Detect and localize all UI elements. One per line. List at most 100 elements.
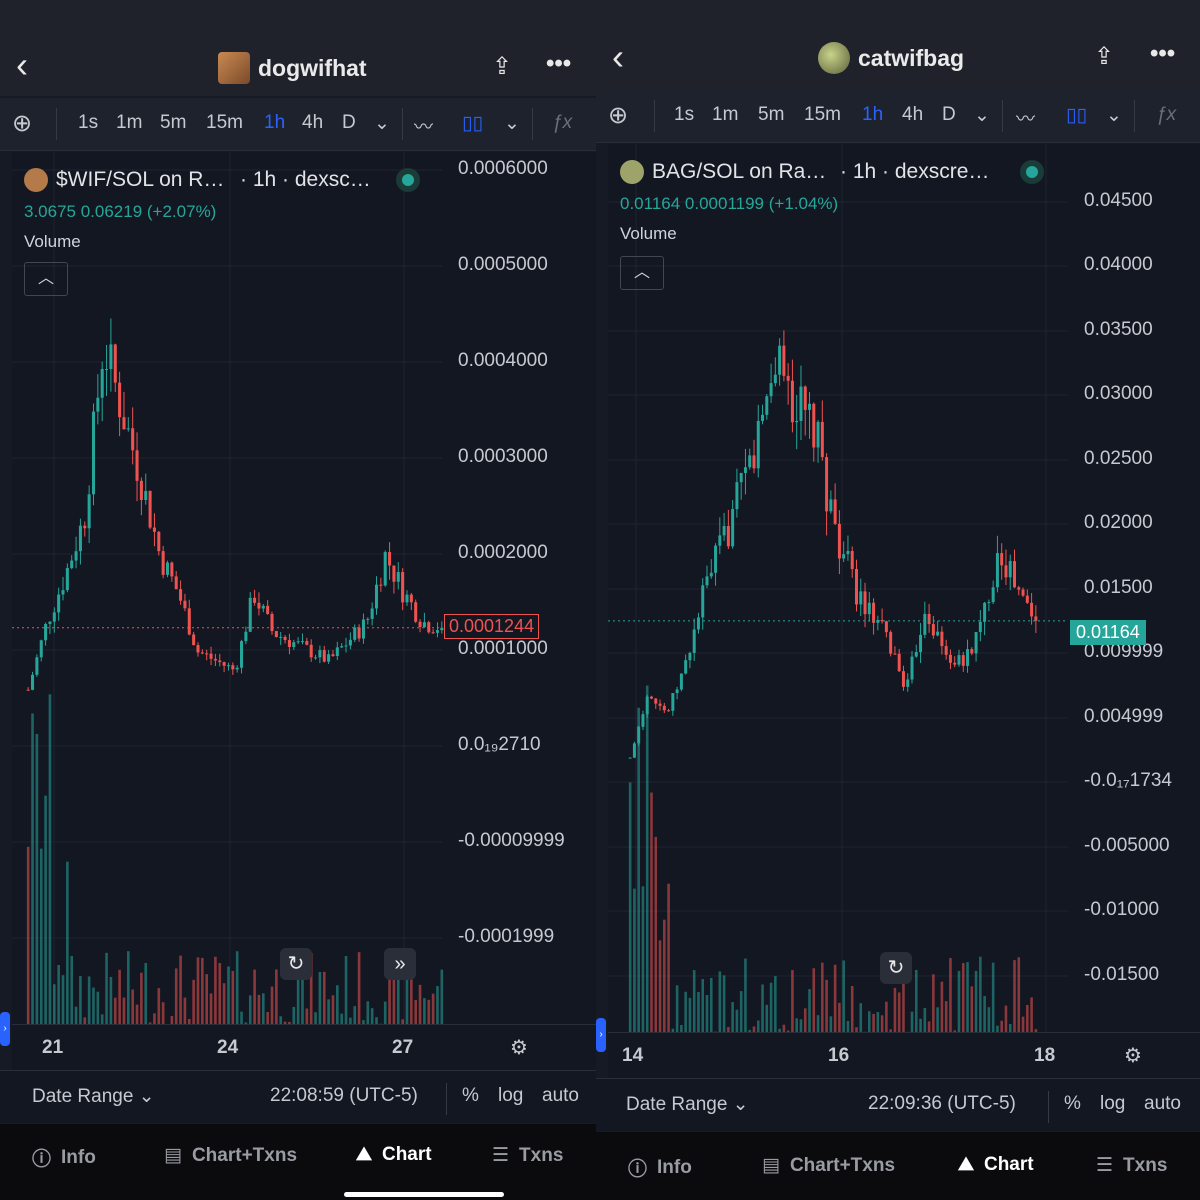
line-chart-icon[interactable]: 〰 bbox=[414, 117, 434, 138]
tf-D[interactable]: D bbox=[942, 104, 956, 125]
volume-bar bbox=[885, 1001, 888, 1032]
more-icon[interactable]: ••• bbox=[546, 50, 572, 77]
time-display: 22:09:36 (UTC-5) bbox=[868, 1093, 1016, 1114]
candle bbox=[641, 714, 645, 727]
right-chart[interactable]: BAG/SOL on Ra… · 1h · dexscre… 0.01164 0… bbox=[608, 144, 1200, 1032]
tf-15m[interactable]: 15m bbox=[206, 112, 243, 133]
volume-bar bbox=[179, 955, 182, 1024]
candle bbox=[370, 608, 374, 619]
left-chart-toolbar: ⊕ 1s 1m 5m 15m 1h 4h D ⌄ 〰 ▯▯ ⌄ ƒx bbox=[0, 98, 596, 151]
candle bbox=[808, 403, 812, 410]
line-chart-icon[interactable]: 〰 bbox=[1016, 109, 1036, 130]
nav-chart-txns[interactable]: ▤ Chart+Txns bbox=[762, 1154, 896, 1177]
volume-bar bbox=[270, 986, 274, 1024]
date-tick: 18 bbox=[1034, 1045, 1056, 1066]
candles-icon[interactable]: ▯▯ bbox=[462, 113, 483, 134]
scroll-to-realtime-button[interactable]: » bbox=[384, 948, 416, 980]
auto-toggle[interactable]: auto bbox=[542, 1085, 579, 1106]
volume-bar bbox=[957, 970, 961, 1032]
date-range-dropdown[interactable]: Date Range ⌄ bbox=[32, 1086, 155, 1107]
nav-info[interactable]: ⓘ Info bbox=[628, 1154, 692, 1181]
log-toggle[interactable]: log bbox=[1100, 1093, 1126, 1114]
back-icon[interactable]: ‹ bbox=[16, 44, 28, 85]
tf-5m[interactable]: 5m bbox=[758, 104, 785, 125]
price-tick: 0.0001000 bbox=[458, 638, 548, 659]
collapse-legend-button[interactable]: ︿ bbox=[24, 262, 68, 296]
tf-D[interactable]: D bbox=[342, 112, 356, 133]
candle bbox=[701, 585, 705, 618]
timeframe-dropdown-icon[interactable]: ⌄ bbox=[974, 105, 990, 126]
candle bbox=[786, 375, 790, 381]
chart-settings-icon[interactable]: ⚙ bbox=[1124, 1045, 1142, 1067]
function-icon[interactable]: ƒx bbox=[552, 112, 573, 133]
candle bbox=[113, 344, 117, 383]
date-range-dropdown[interactable]: Date Range ⌄ bbox=[626, 1094, 749, 1115]
share-icon[interactable]: ⇪ bbox=[1094, 43, 1115, 70]
volume-bar bbox=[650, 792, 653, 1032]
log-toggle[interactable]: log bbox=[498, 1085, 524, 1106]
candle bbox=[200, 652, 204, 654]
tf-1s[interactable]: 1s bbox=[78, 112, 99, 133]
volume-bar bbox=[31, 713, 34, 1024]
reset-chart-button[interactable]: ↻ bbox=[880, 952, 912, 984]
nav-chart[interactable]: ⛰ Chart bbox=[958, 1154, 1034, 1175]
collapse-legend-button[interactable]: ︿ bbox=[620, 256, 664, 290]
chart-type-dropdown-icon[interactable]: ⌄ bbox=[1106, 105, 1122, 126]
add-indicator-icon[interactable]: ⊕ bbox=[608, 102, 629, 129]
volume-bar bbox=[936, 1007, 939, 1032]
right-scroll-handle[interactable]: › bbox=[596, 1018, 606, 1052]
percent-toggle[interactable]: % bbox=[1064, 1093, 1081, 1114]
tf-15m[interactable]: 15m bbox=[804, 104, 841, 125]
nav-info[interactable]: ⓘ Info bbox=[32, 1144, 96, 1171]
candle bbox=[991, 587, 995, 603]
timeframe-dropdown-icon[interactable]: ⌄ bbox=[374, 113, 390, 134]
tf-4h[interactable]: 4h bbox=[302, 112, 324, 133]
candle bbox=[931, 624, 935, 636]
reset-chart-button[interactable]: ↻ bbox=[280, 948, 312, 980]
volume-bar bbox=[748, 1029, 751, 1032]
tf-5m[interactable]: 5m bbox=[160, 112, 187, 133]
add-indicator-icon[interactable]: ⊕ bbox=[12, 110, 33, 137]
chart-settings-icon[interactable]: ⚙ bbox=[510, 1037, 528, 1059]
volume-bar bbox=[979, 956, 982, 1032]
candle bbox=[139, 480, 143, 501]
left-scroll-handle[interactable]: › bbox=[0, 1012, 10, 1046]
date-tick: 21 bbox=[42, 1037, 64, 1058]
candle bbox=[1030, 602, 1034, 617]
chart-type-dropdown-icon[interactable]: ⌄ bbox=[504, 113, 520, 134]
date-tick: 27 bbox=[392, 1037, 414, 1058]
more-icon[interactable]: ••• bbox=[1150, 40, 1176, 67]
volume-bar bbox=[309, 953, 313, 1024]
back-icon[interactable]: ‹ bbox=[612, 36, 624, 77]
candle bbox=[1017, 587, 1021, 590]
candle bbox=[940, 631, 944, 647]
volume-bar bbox=[675, 985, 679, 1032]
volume-bar bbox=[135, 1004, 139, 1024]
tf-1m[interactable]: 1m bbox=[712, 104, 739, 125]
function-icon[interactable]: ƒx bbox=[1156, 104, 1177, 125]
candle bbox=[709, 572, 713, 577]
share-icon[interactable]: ⇪ bbox=[492, 53, 513, 80]
volume-bar bbox=[919, 1018, 922, 1032]
nav-txns[interactable]: ☰ Txns bbox=[1096, 1154, 1168, 1177]
nav-chart[interactable]: ⛰ Chart bbox=[356, 1144, 432, 1165]
tf-1s[interactable]: 1s bbox=[674, 104, 695, 125]
tf-1m[interactable]: 1m bbox=[116, 112, 143, 133]
tf-1h[interactable]: 1h bbox=[264, 112, 286, 133]
volume-bar bbox=[222, 983, 226, 1024]
candles-icon[interactable]: ▯▯ bbox=[1066, 105, 1087, 126]
left-chart[interactable]: $WIF/SOL on R… · 1h · dexsc… 3.0675 0.06… bbox=[12, 152, 596, 1024]
candle bbox=[654, 698, 658, 704]
percent-toggle[interactable]: % bbox=[462, 1085, 479, 1106]
candle bbox=[718, 535, 722, 546]
volume-bar bbox=[991, 962, 995, 1032]
auto-toggle[interactable]: auto bbox=[1144, 1093, 1181, 1114]
tf-4h[interactable]: 4h bbox=[902, 104, 924, 125]
nav-chart-txns[interactable]: ▤ Chart+Txns bbox=[164, 1144, 298, 1167]
tf-1h[interactable]: 1h bbox=[862, 104, 884, 125]
candle bbox=[48, 621, 52, 625]
volume-bar bbox=[872, 1013, 875, 1032]
candle bbox=[1021, 589, 1025, 596]
candle bbox=[357, 627, 361, 639]
nav-txns[interactable]: ☰ Txns bbox=[492, 1144, 564, 1167]
